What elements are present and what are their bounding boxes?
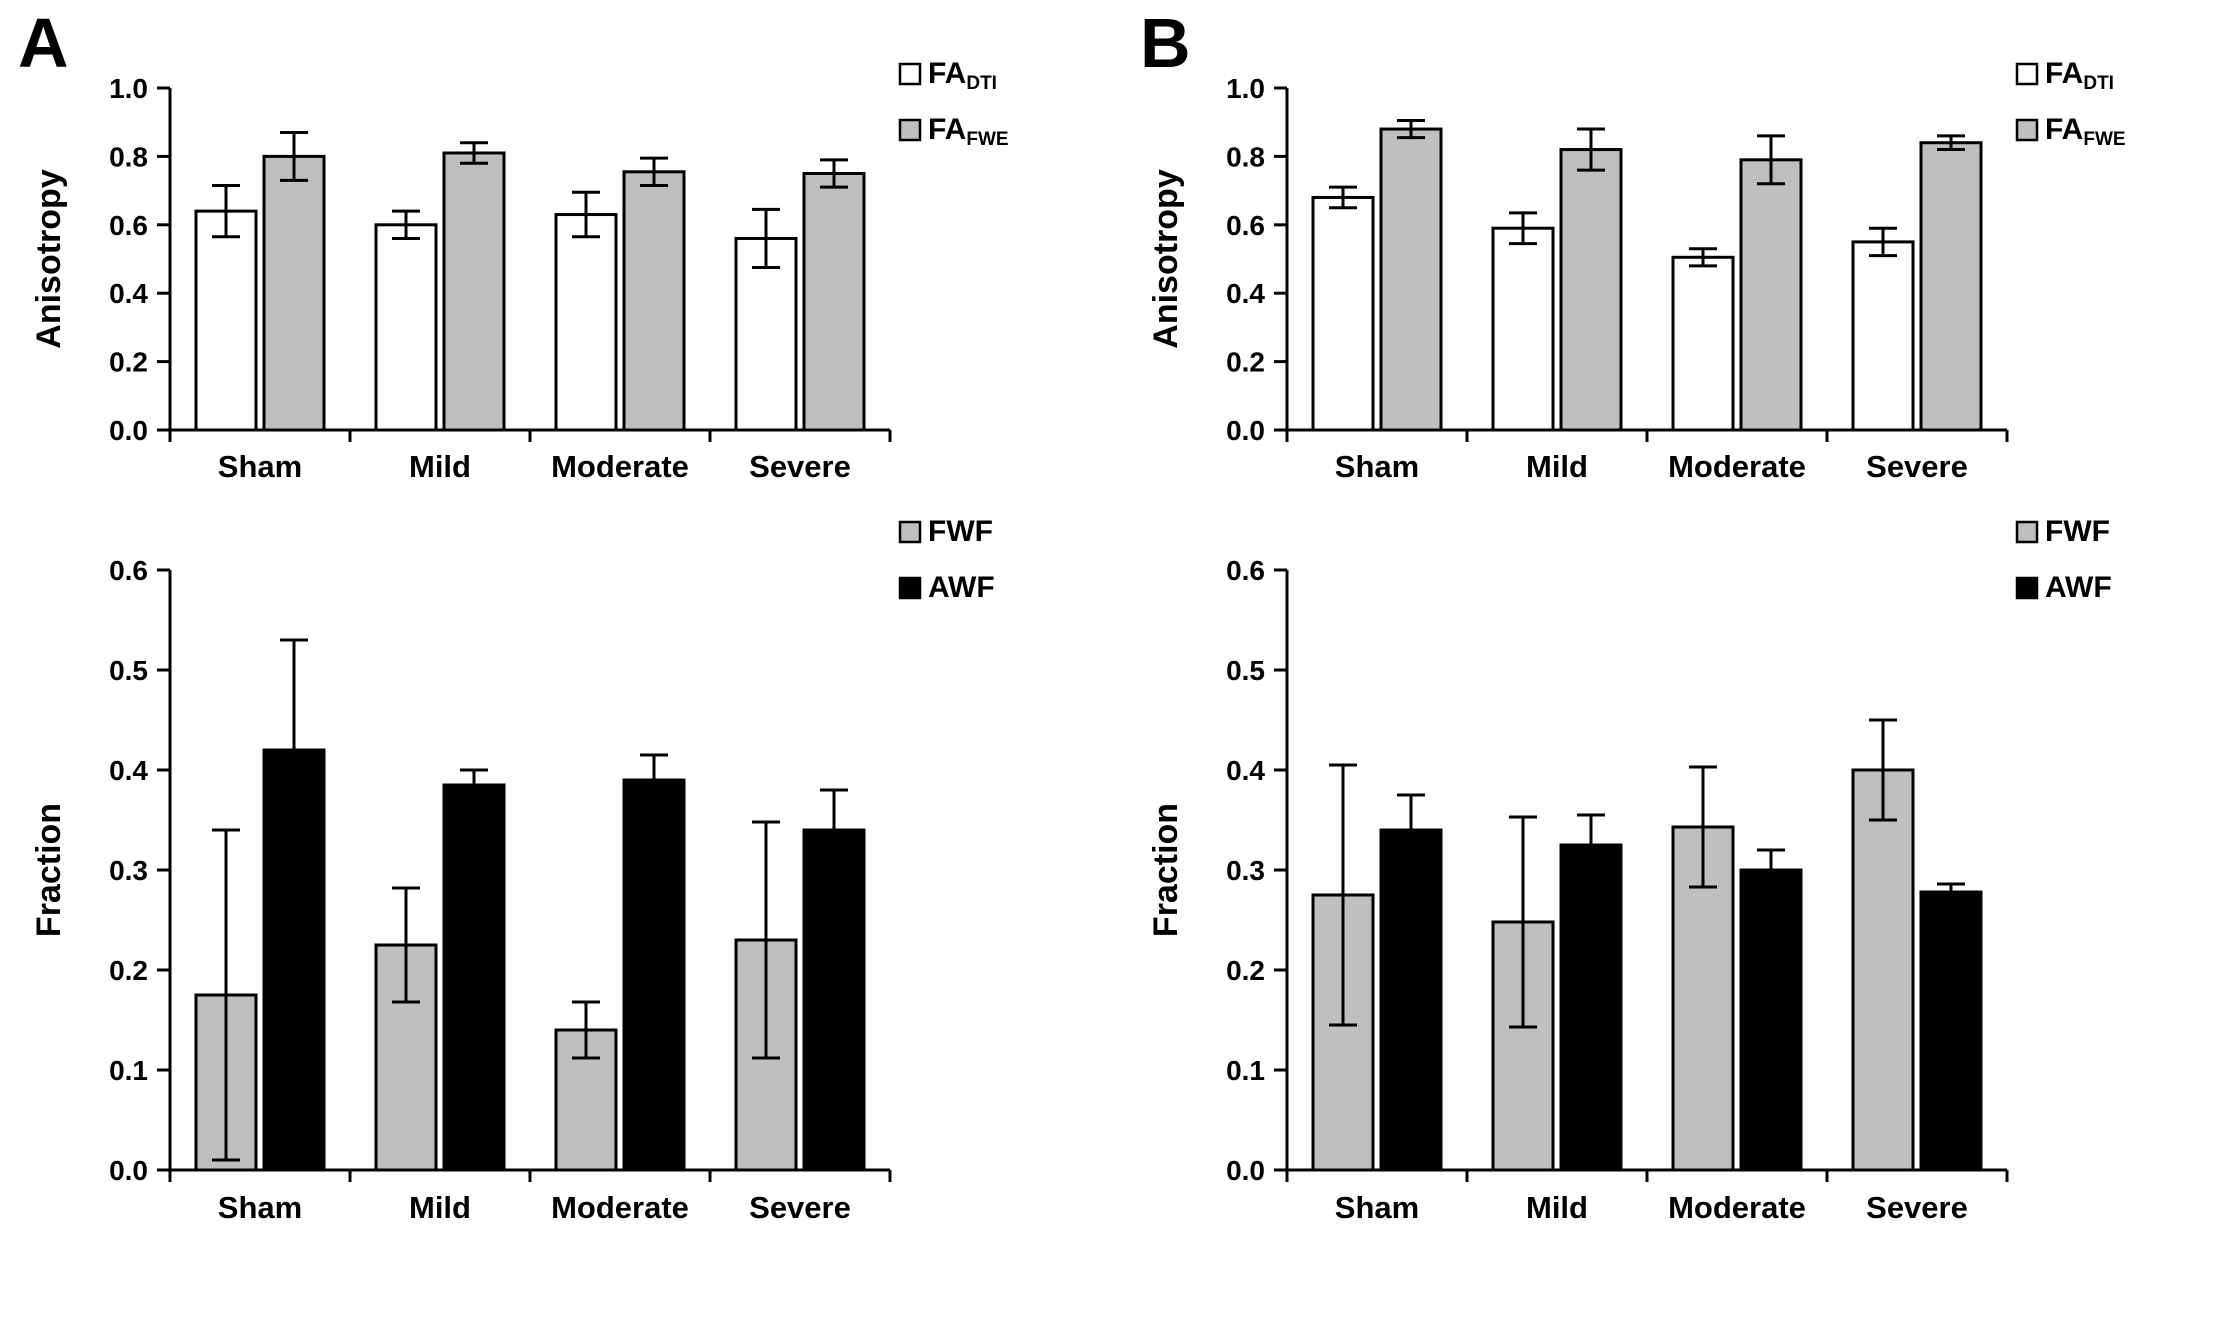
panel-b-anisotropy-svg: 0.0 0.2 0.4 0.6 0.8 1.0 Sham Mild Moderate Severe… — [1147, 57, 2126, 484]
y-tick-label: 0.3 — [1226, 855, 1265, 886]
x-category-label: Sham — [218, 449, 302, 484]
panel-a-anisotropy-svg: 0.0 0.2 0.4 0.6 0.8 1.0 Sham Mild Moderate Severe… — [30, 57, 1009, 484]
panel-label-a: A — [18, 4, 69, 82]
legend-label-FA_DTI: FADTI — [2045, 57, 2114, 94]
y-axis-title: Fraction — [30, 803, 68, 937]
chart-b-anisotropy: 0.0 0.2 0.4 0.6 0.8 1.0 Sham Mild Moderate Severe… — [1117, 0, 2233, 500]
x-category-label: Moderate — [1668, 1190, 1806, 1225]
x-category-label: Sham — [1335, 449, 1419, 484]
legend-label-AWF: AWF — [928, 571, 995, 604]
bar-FA_DTI — [194, 209, 258, 432]
y-tick-label: 0.4 — [109, 278, 148, 309]
chart-a-fraction: 0.0 0.1 0.2 0.3 0.4 0.5 0.6 Sham Mild Moderate Sev… — [0, 500, 1116, 1313]
y-tick-label: 0.5 — [1226, 655, 1265, 686]
bar-FA_DTI — [554, 213, 618, 432]
bar-FA_FWE — [1739, 158, 1803, 432]
y-tick-label: 0.6 — [109, 555, 148, 586]
y-tick-label: 0.6 — [109, 210, 148, 241]
bar-AWF — [1559, 843, 1623, 1172]
legend-label-FA_FWE: FAFWE — [928, 113, 1009, 150]
legend-swatch-FA_DTI — [898, 62, 922, 86]
panel-a-fraction-svg: 0.0 0.1 0.2 0.3 0.4 0.5 0.6 Sham Mild Moderate Sev… — [30, 515, 995, 1225]
y-tick-label: 0.3 — [109, 855, 148, 886]
y-tick-label: 0.0 — [109, 415, 148, 446]
x-category-label: Mild — [409, 1190, 471, 1225]
y-tick-label: 0.0 — [1226, 1155, 1265, 1186]
x-category-label: Severe — [1866, 1190, 1968, 1225]
bar-FA_DTI — [1851, 240, 1915, 432]
x-category-label: Mild — [1526, 1190, 1588, 1225]
x-category-label: Severe — [749, 449, 851, 484]
bar-AWF — [802, 828, 866, 1172]
y-axis-title: Anisotropy — [1147, 169, 1185, 349]
bar-FA_FWE — [1379, 127, 1443, 432]
bar-FWF — [1851, 768, 1915, 1172]
legend-label-FA_FWE: FAFWE — [2045, 113, 2126, 150]
legend-label-FWF: FWF — [2045, 515, 2110, 548]
bar-FA_FWE — [622, 170, 686, 432]
bar-AWF — [1919, 890, 1983, 1172]
x-category-label: Moderate — [551, 449, 689, 484]
y-tick-label: 0.4 — [1226, 755, 1265, 786]
y-tick-label: 0.2 — [1226, 347, 1265, 378]
y-axis-title: Fraction — [1147, 803, 1185, 937]
y-tick-label: 0.1 — [1226, 1055, 1265, 1086]
x-category-label: Sham — [1335, 1190, 1419, 1225]
bar-FA_FWE — [1559, 148, 1623, 432]
y-tick-label: 1.0 — [109, 73, 148, 104]
bar-FA_FWE — [262, 154, 326, 432]
legend-label-FWF: FWF — [928, 515, 993, 548]
bar-AWF — [442, 783, 506, 1172]
bar-FA_FWE — [1919, 141, 1983, 432]
y-tick-label: 0.2 — [109, 955, 148, 986]
x-category-label: Mild — [1526, 449, 1588, 484]
y-tick-label: 0.5 — [109, 655, 148, 686]
chart-b-fraction: 0.0 0.1 0.2 0.3 0.4 0.5 0.6 Sham Mild Moderate Sev… — [1117, 500, 2233, 1313]
y-tick-label: 0.0 — [1226, 415, 1265, 446]
y-tick-label: 0.8 — [109, 141, 148, 172]
y-tick-label: 0.2 — [109, 347, 148, 378]
y-tick-label: 0.8 — [1226, 141, 1265, 172]
bar-FA_DTI — [374, 223, 438, 432]
panel-b-fraction-svg: 0.0 0.1 0.2 0.3 0.4 0.5 0.6 Sham Mild Moderate Sev… — [1147, 515, 2112, 1225]
legend-label-AWF: AWF — [2045, 571, 2112, 604]
x-category-label: Sham — [218, 1190, 302, 1225]
chart-a-anisotropy: 0.0 0.2 0.4 0.6 0.8 1.0 Sham Mild Moderate Severe… — [0, 0, 1116, 500]
bar-AWF — [1739, 868, 1803, 1172]
y-tick-label: 0.6 — [1226, 210, 1265, 241]
y-tick-label: 0.4 — [109, 755, 148, 786]
legend-swatch-AWF — [2015, 576, 2039, 600]
legend-swatch-FA_FWE — [898, 118, 922, 142]
y-tick-label: 0.0 — [109, 1155, 148, 1186]
bar-FA_DTI — [1671, 255, 1735, 432]
y-tick-label: 0.1 — [109, 1055, 148, 1086]
legend-swatch-AWF — [898, 576, 922, 600]
bar-FA_FWE — [442, 151, 506, 432]
y-axis-title: Anisotropy — [30, 169, 68, 349]
panel-label-b: B — [1140, 4, 1191, 82]
bar-FWF — [1311, 893, 1375, 1172]
bar-FA_FWE — [802, 172, 866, 432]
x-category-label: Severe — [1866, 449, 1968, 484]
legend-swatch-FWF — [2015, 520, 2039, 544]
legend-swatch-FA_DTI — [2015, 62, 2039, 86]
y-tick-label: 0.2 — [1226, 955, 1265, 986]
x-category-label: Severe — [749, 1190, 851, 1225]
legend-label-FA_DTI: FADTI — [928, 57, 997, 94]
bar-AWF — [1379, 828, 1443, 1172]
x-category-label: Moderate — [551, 1190, 689, 1225]
bar-FA_DTI — [1311, 195, 1375, 432]
y-tick-label: 0.6 — [1226, 555, 1265, 586]
legend-swatch-FWF — [898, 520, 922, 544]
x-category-label: Mild — [409, 449, 471, 484]
y-tick-label: 1.0 — [1226, 73, 1265, 104]
bar-AWF — [622, 778, 686, 1172]
x-category-label: Moderate — [1668, 449, 1806, 484]
y-tick-label: 0.4 — [1226, 278, 1265, 309]
legend-swatch-FA_FWE — [2015, 118, 2039, 142]
bar-FA_DTI — [1491, 226, 1555, 432]
